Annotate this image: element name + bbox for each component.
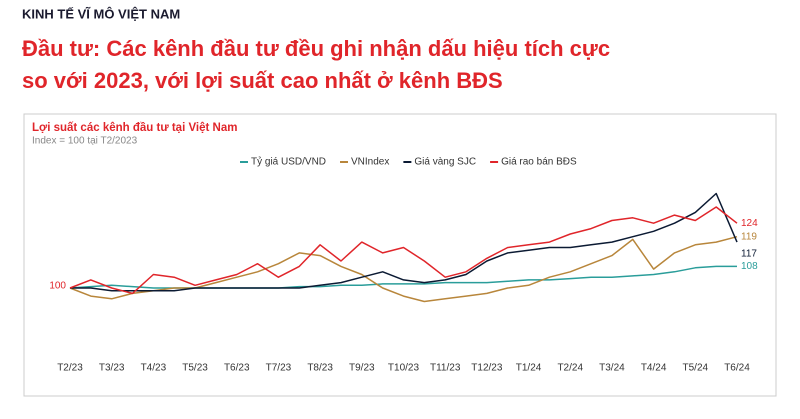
legend-label: Tỷ giá USD/VND (251, 156, 326, 168)
x-tick-label: T6/24 (724, 363, 750, 374)
x-tick-label: T3/24 (599, 363, 625, 374)
x-tick-label: T10/23 (388, 363, 420, 374)
x-tick-label: T6/23 (224, 363, 250, 374)
page-title: Đầu tư: Các kênh đầu tư đều ghi nhận dấu… (22, 36, 610, 61)
x-tick-label: T12/23 (471, 363, 503, 374)
value-label: 100 (49, 281, 66, 292)
chart-frame (23, 113, 777, 397)
x-tick-label: T4/23 (141, 363, 167, 374)
legend: Tỷ giá USD/VND VNIndex Giá vàng SJC Giá rao… (240, 156, 577, 168)
kicker: KINH TẾ VĨ MÔ VIỆT NAM (22, 6, 180, 21)
x-tick-label: T9/23 (349, 363, 375, 374)
legend-label: VNIndex (351, 157, 389, 168)
x-tick-label: T5/24 (683, 363, 709, 374)
x-tick-label: T1/24 (516, 363, 542, 374)
x-tick-label: T4/24 (641, 363, 667, 374)
legend-label: Giá rao bán BĐS (501, 157, 577, 168)
x-tick-label: T5/23 (182, 363, 208, 374)
chart-title: Lợi suất các kênh đầu tư tại Việt Nam (32, 122, 237, 134)
chart-subtitle: Index = 100 tại T2/2023 (32, 136, 138, 147)
x-tick-label: T2/24 (557, 363, 583, 374)
value-label: 117 (741, 249, 757, 260)
series-line (70, 192, 738, 292)
value-label: 119 (741, 231, 757, 242)
value-label: 108 (741, 261, 758, 272)
value-label: 124 (741, 218, 758, 229)
x-tick-label: T8/23 (307, 363, 333, 374)
page-title: so với 2023, với lợi suất cao nhất ở kên… (22, 68, 503, 93)
series-line (69, 206, 738, 295)
x-tick-label: T3/23 (99, 363, 125, 374)
x-tick-label: T11/23 (430, 363, 461, 374)
x-tick-label: T2/23 (57, 363, 83, 374)
x-tick-label: T7/23 (266, 363, 292, 374)
legend-label: Giá vàng SJC (414, 157, 476, 168)
series-line (69, 235, 738, 303)
